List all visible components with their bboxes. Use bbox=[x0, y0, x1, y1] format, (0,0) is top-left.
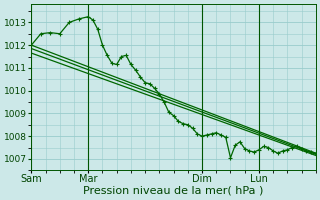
X-axis label: Pression niveau de la mer( hPa ): Pression niveau de la mer( hPa ) bbox=[84, 186, 264, 196]
